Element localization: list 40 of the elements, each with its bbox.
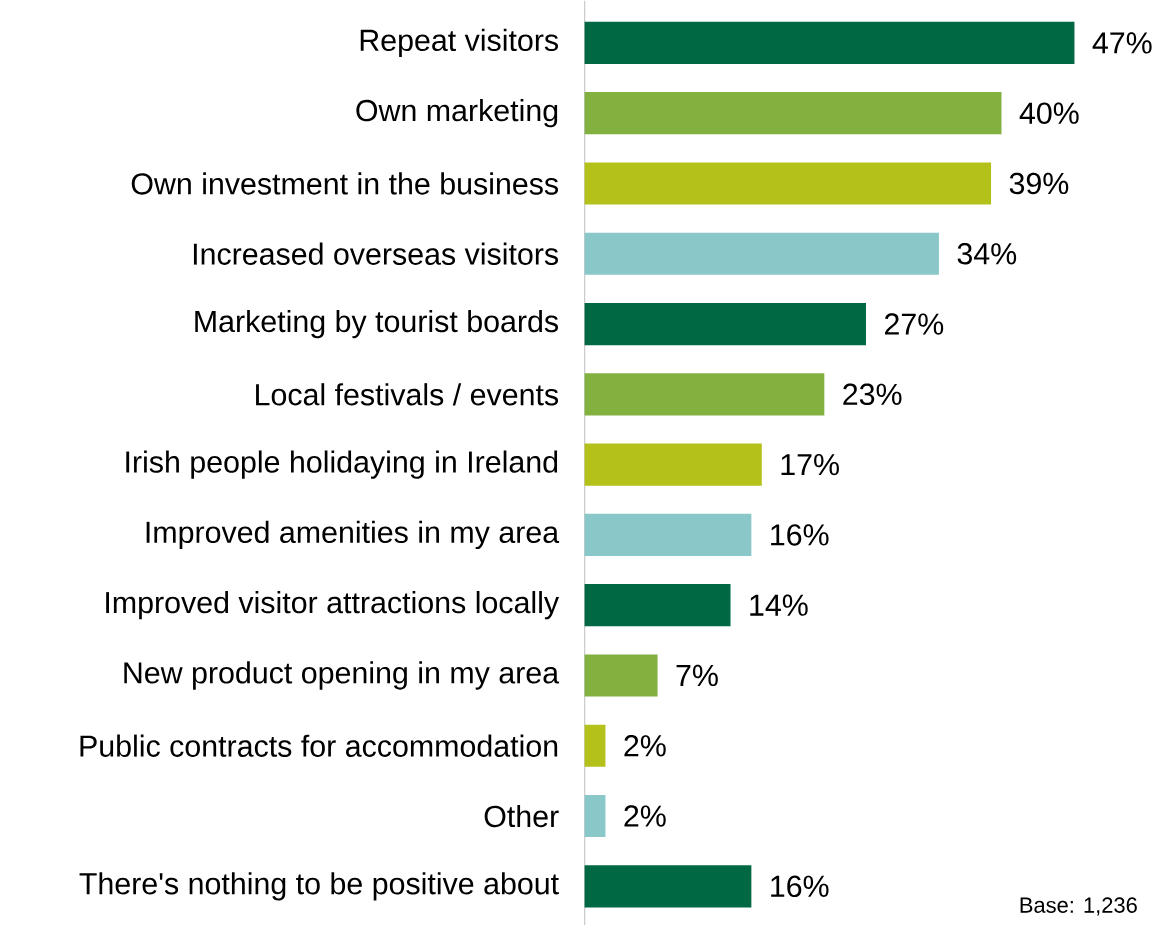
- bar: [584, 795, 606, 838]
- bar: [584, 654, 658, 697]
- bar: [584, 584, 731, 627]
- y-tick-label: New product opening in my area: [124, 661, 560, 690]
- data-label: 16%: [771, 524, 829, 546]
- bar: [584, 724, 606, 767]
- data-label: 7%: [676, 664, 718, 687]
- data-label: 14%: [750, 594, 808, 616]
- data-label: 34%: [957, 243, 1017, 265]
- bar: [584, 443, 762, 486]
- y-tick-label: Marketing by tourist boards: [195, 310, 559, 339]
- y-tick-label: Improved visitor attractions locally: [106, 591, 560, 620]
- bar: [584, 162, 992, 205]
- bar: [584, 92, 1002, 135]
- y-tick-label: Local festivals / events: [256, 383, 559, 406]
- data-label: 16%: [771, 875, 829, 898]
- data-label: 39%: [1009, 172, 1069, 195]
- y-tick-label: Other: [484, 805, 559, 828]
- data-label: 2%: [624, 805, 666, 827]
- bar: [584, 232, 939, 275]
- y-tick-label: Own marketing: [356, 99, 558, 128]
- y-tick-label: Own investment in the business: [131, 172, 559, 195]
- data-label: 27%: [884, 313, 944, 335]
- y-tick-label: Repeat visitors: [360, 28, 559, 58]
- bar: [584, 303, 866, 346]
- bar: [584, 513, 752, 557]
- data-label: 40%: [1019, 102, 1079, 125]
- y-tick-label: Irish people holidaying in Ireland: [126, 450, 558, 479]
- data-label: 17%: [781, 454, 839, 476]
- annotation: Base: 1,236: [1020, 897, 1137, 916]
- data-label: 2%: [624, 735, 666, 757]
- data-label: 47%: [1092, 32, 1152, 54]
- y-tick-label: Public contracts for accommodation: [80, 734, 558, 758]
- y-tick-label: There's nothing to be positive about: [79, 872, 559, 901]
- y-tick-label: Improved amenities in my area: [146, 520, 560, 550]
- y-tick-label: Increased overseas visitors: [193, 242, 559, 266]
- data-label: 23%: [843, 383, 902, 406]
- bar: [584, 865, 752, 908]
- bar: [584, 373, 825, 416]
- bar: [584, 21, 1075, 65]
